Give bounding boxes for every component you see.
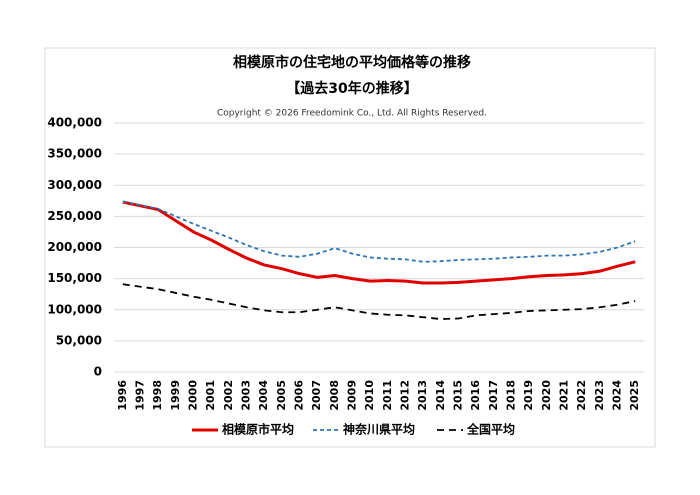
x-tick-label: 2007 <box>310 380 323 411</box>
x-tick-label: 2010 <box>363 380 376 411</box>
x-tick-label: 1998 <box>151 380 164 411</box>
y-tick-label: 400,000 <box>47 116 102 130</box>
x-tick-label: 2022 <box>575 380 588 411</box>
x-tick-label: 2018 <box>505 380 518 411</box>
y-tick-label: 100,000 <box>47 302 102 316</box>
x-tick-label: 2013 <box>416 380 429 411</box>
x-tick-label: 2021 <box>558 380 571 411</box>
x-tick-label: 1999 <box>169 380 182 411</box>
x-tick-label: 2020 <box>540 380 553 411</box>
x-tick-label: 2009 <box>346 380 359 411</box>
y-tick-label: 200,000 <box>47 240 102 254</box>
legend-label: 神奈川県平均 <box>343 422 415 437</box>
x-tick-label: 2017 <box>487 380 500 411</box>
chart-subtitle: 【過去30年の推移】 <box>286 80 417 97</box>
x-tick-label: 1997 <box>134 380 147 411</box>
x-tick-label: 2000 <box>187 380 200 411</box>
x-tick-label: 2014 <box>434 380 447 411</box>
y-tick-label: 150,000 <box>47 271 102 285</box>
y-tick-label: 0 <box>94 365 102 379</box>
x-tick-label: 2024 <box>611 380 624 411</box>
x-tick-label: 2011 <box>381 380 394 411</box>
y-tick-label: 250,000 <box>47 209 102 223</box>
x-tick-label: 2023 <box>593 380 606 411</box>
x-tick-label: 2005 <box>275 380 288 411</box>
x-tick-label: 2004 <box>257 380 270 411</box>
chart-title: 相模原市の住宅地の平均価格等の推移 <box>233 54 471 71</box>
x-tick-label: 2025 <box>628 380 641 411</box>
y-tick-label: 350,000 <box>47 147 102 161</box>
series-line <box>122 200 636 263</box>
x-tick-label: 2012 <box>399 380 412 411</box>
x-tick-label: 2002 <box>222 380 235 411</box>
x-tick-label: 2003 <box>240 380 253 411</box>
y-tick-label: 300,000 <box>47 178 102 192</box>
x-tick-label: 2015 <box>452 380 465 411</box>
series-line <box>122 200 636 285</box>
legend-label: 相模原市平均 <box>222 422 294 437</box>
x-tick-label: 2006 <box>293 380 306 411</box>
copyright: Copyright © 2026 Freedomink Co., Ltd. Al… <box>217 109 487 119</box>
legend-label: 全国平均 <box>466 422 515 437</box>
x-tick-label: 2008 <box>328 380 341 411</box>
x-tick-label: 1996 <box>116 380 129 411</box>
x-tick-label: 2016 <box>469 380 482 411</box>
x-tick-label: 2019 <box>522 380 535 411</box>
series-line <box>122 283 636 320</box>
y-tick-label: 50,000 <box>56 333 102 347</box>
x-tick-label: 2001 <box>204 380 217 411</box>
